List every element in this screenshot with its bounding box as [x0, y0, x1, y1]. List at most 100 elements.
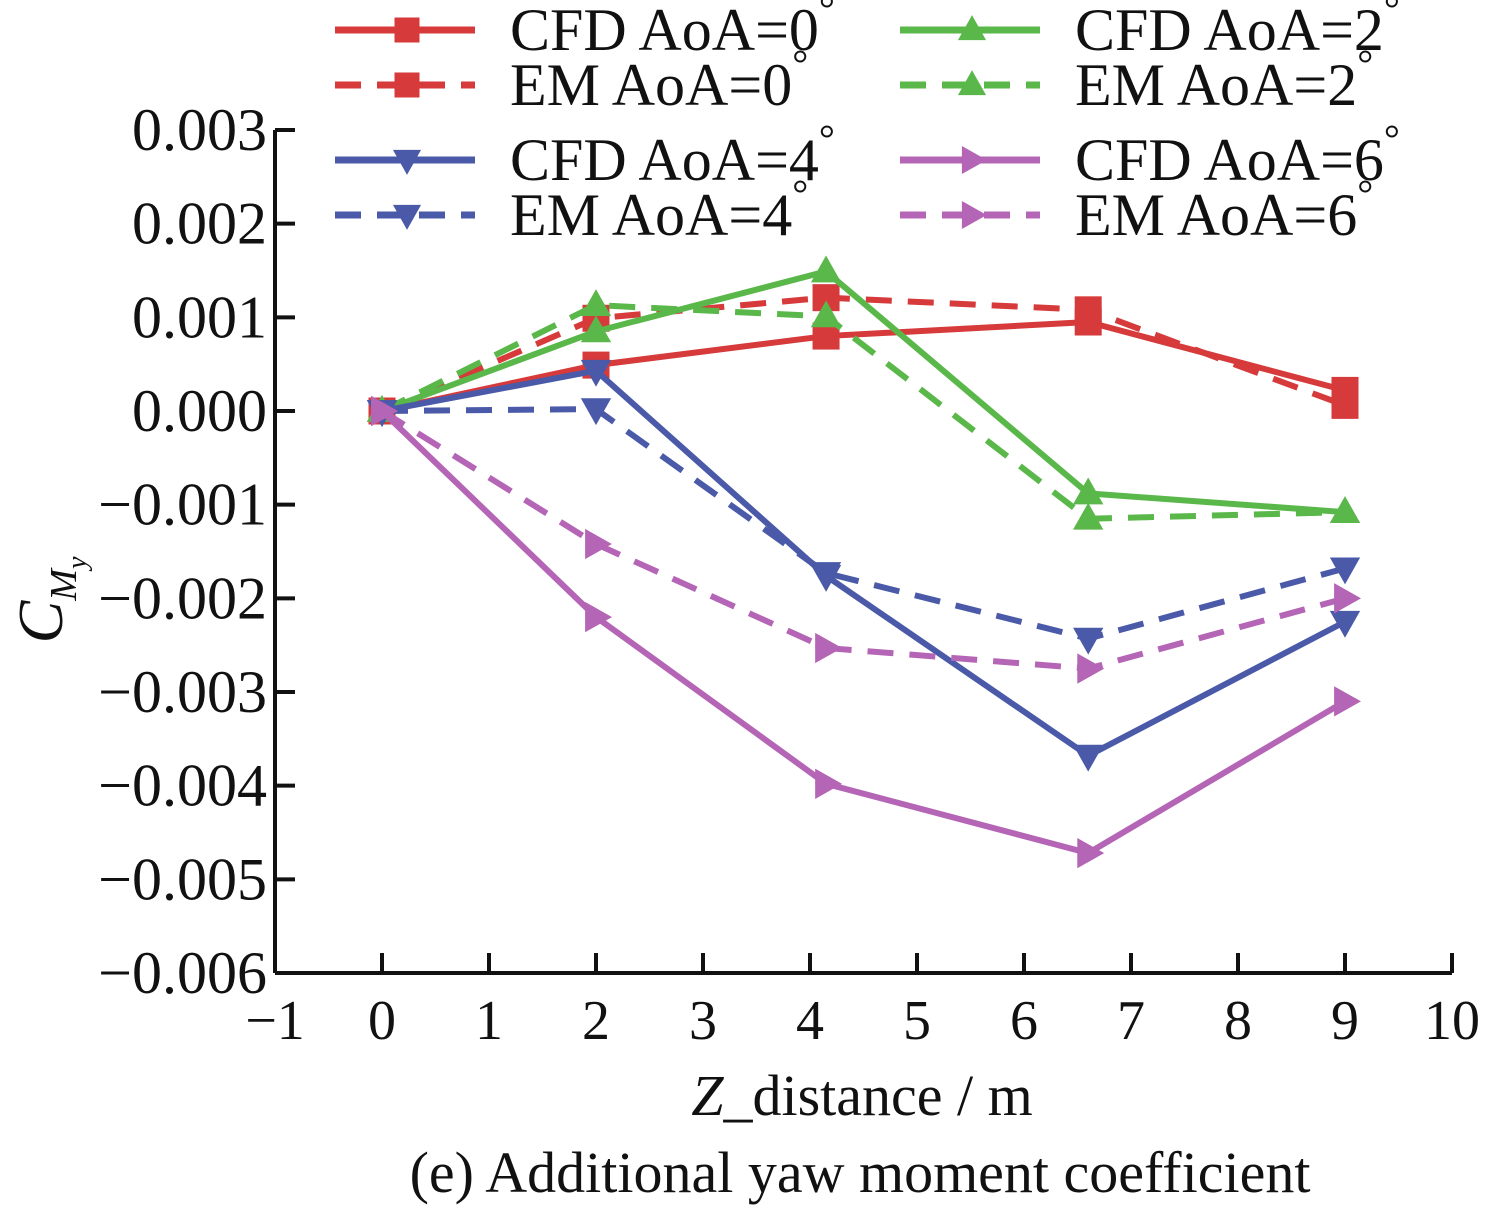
y-tick-label: 0.001 — [132, 284, 267, 350]
triangle-down-marker — [580, 359, 612, 387]
legend-entry: CFD AoA=6° — [900, 116, 1400, 193]
y-tick-label: 0.000 — [132, 378, 267, 444]
degree-symbol: ° — [1384, 116, 1400, 161]
legend-entry: EM AoA=6° — [900, 171, 1373, 248]
legend-entry: EM AoA=2° — [900, 41, 1373, 118]
series-line — [380, 408, 1346, 672]
x-tick-label: 10 — [1424, 990, 1480, 1052]
square-marker — [812, 284, 840, 312]
x-tick-label: 6 — [1010, 990, 1038, 1052]
x-tick-label: 1 — [475, 990, 503, 1052]
triangle-down-marker — [392, 204, 422, 230]
triangle-up-marker — [957, 70, 987, 96]
degree-symbol: ° — [792, 171, 808, 216]
y-tick-label: −0.005 — [98, 846, 267, 912]
y-axis-label: CMy — [5, 556, 93, 643]
series-em-aoa-6 — [371, 395, 1361, 684]
triangle-right-marker — [1334, 583, 1361, 614]
axes: 0.003 0.002 0.001 0.000 −0.001 −0.002 −0.003 −0… — [98, 97, 1480, 1052]
x-tick-label: 5 — [903, 990, 931, 1052]
chart-title: (e) Additional yaw moment coefficient — [410, 1140, 1311, 1205]
x-tick-label: −1 — [245, 990, 305, 1052]
series-cfd-aoa-4 — [366, 359, 1361, 772]
legend-label: CFD AoA=0° — [510, 0, 835, 63]
triangle-up-marker — [580, 315, 612, 343]
triangle-up-marker — [1329, 496, 1361, 524]
triangle-down-marker — [810, 562, 842, 590]
legend-label: EM AoA=2° — [1075, 41, 1373, 118]
series-cfd-aoa-0 — [368, 308, 1359, 425]
triangle-up-marker — [1073, 502, 1104, 530]
triangle-up-marker — [957, 15, 987, 41]
legend-label: EM AoA=0° — [510, 41, 808, 118]
degree-symbol: ° — [819, 116, 835, 161]
triangle-down-marker — [1329, 610, 1361, 638]
legend-label: EM AoA=4° — [510, 171, 808, 248]
y-label-subsub: y — [62, 556, 93, 572]
x-axis-label: Z_distance / m — [691, 1063, 1033, 1128]
legend-label: EM AoA=6° — [1075, 171, 1373, 248]
y-tick-label: 0.003 — [132, 97, 267, 163]
legend-label: CFD AoA=4° — [510, 116, 835, 193]
series-em-aoa-4 — [366, 398, 1361, 655]
y-label-sub: M — [43, 567, 85, 602]
series-cfd-aoa-2 — [366, 255, 1361, 524]
y-ticks: 0.003 0.002 0.001 0.000 −0.001 −0.002 −0.003 −0… — [98, 97, 295, 1006]
x-tick-label: 2 — [582, 990, 610, 1052]
x-tick-label: 0 — [368, 990, 396, 1052]
triangle-right-marker — [1077, 653, 1105, 684]
legend-entry: CFD AoA=0° — [335, 0, 835, 63]
x-tick-label: 9 — [1331, 990, 1359, 1052]
series-line — [381, 406, 1346, 642]
legend: CFD AoA=0° CFD AoA=2°EM AoA=0° EM AoA=2°CF… — [335, 0, 1400, 248]
triangle-down-marker — [392, 149, 422, 175]
legend-entry: CFD AoA=4° — [335, 116, 835, 193]
x-tick-label: 7 — [1117, 990, 1145, 1052]
degree-symbol: ° — [1357, 171, 1373, 216]
y-tick-label: −0.004 — [98, 753, 267, 819]
y-tick-label: −0.002 — [98, 565, 267, 631]
triangle-down-marker — [1329, 557, 1361, 585]
degree-symbol: ° — [792, 41, 808, 86]
triangle-right-marker — [815, 768, 843, 799]
triangle-up-marker — [810, 255, 842, 283]
triangle-down-marker — [1073, 627, 1104, 655]
triangle-right-marker — [585, 528, 612, 560]
legend-entry: CFD AoA=2° — [900, 0, 1400, 63]
y-tick-label: −0.001 — [98, 472, 267, 538]
triangle-right-marker — [961, 200, 987, 230]
square-marker — [1331, 391, 1359, 419]
x-tick-label: 3 — [689, 990, 717, 1052]
x-tick-label: 4 — [796, 990, 824, 1052]
square-marker — [394, 72, 420, 98]
triangle-up-marker — [580, 289, 612, 317]
legend-entry: EM AoA=0° — [335, 41, 808, 118]
degree-symbol: ° — [1357, 41, 1373, 86]
square-marker — [1074, 296, 1102, 324]
triangle-right-marker — [961, 145, 987, 175]
degree-symbol: ° — [819, 0, 835, 31]
x-tick-label: 8 — [1224, 990, 1252, 1052]
legend-label: CFD AoA=2° — [1075, 0, 1400, 63]
y-tick-label: 0.002 — [132, 191, 267, 257]
triangle-right-marker — [1077, 837, 1105, 869]
triangle-right-marker — [1334, 686, 1361, 717]
legend-label: CFD AoA=6° — [1075, 116, 1400, 193]
square-marker — [394, 17, 420, 43]
y-tick-label: −0.003 — [98, 659, 267, 725]
x-ticks: −1 0 1 2 3 4 5 6 7 8 9 10 — [245, 953, 1480, 1052]
series-line — [379, 408, 1347, 857]
degree-symbol: ° — [1384, 0, 1400, 31]
triangle-right-marker — [371, 395, 398, 427]
x-label-italic: Z — [691, 1063, 724, 1128]
y-tick-label: −0.006 — [98, 940, 267, 1006]
triangle-down-marker — [1073, 744, 1104, 772]
triangle-up-marker — [810, 300, 842, 328]
triangle-right-marker — [815, 632, 843, 664]
series-line — [380, 268, 1346, 516]
x-label-rest: _distance / m — [723, 1063, 1033, 1128]
series-group — [366, 255, 1361, 869]
triangle-right-marker — [585, 601, 612, 633]
series-line — [381, 319, 1346, 414]
